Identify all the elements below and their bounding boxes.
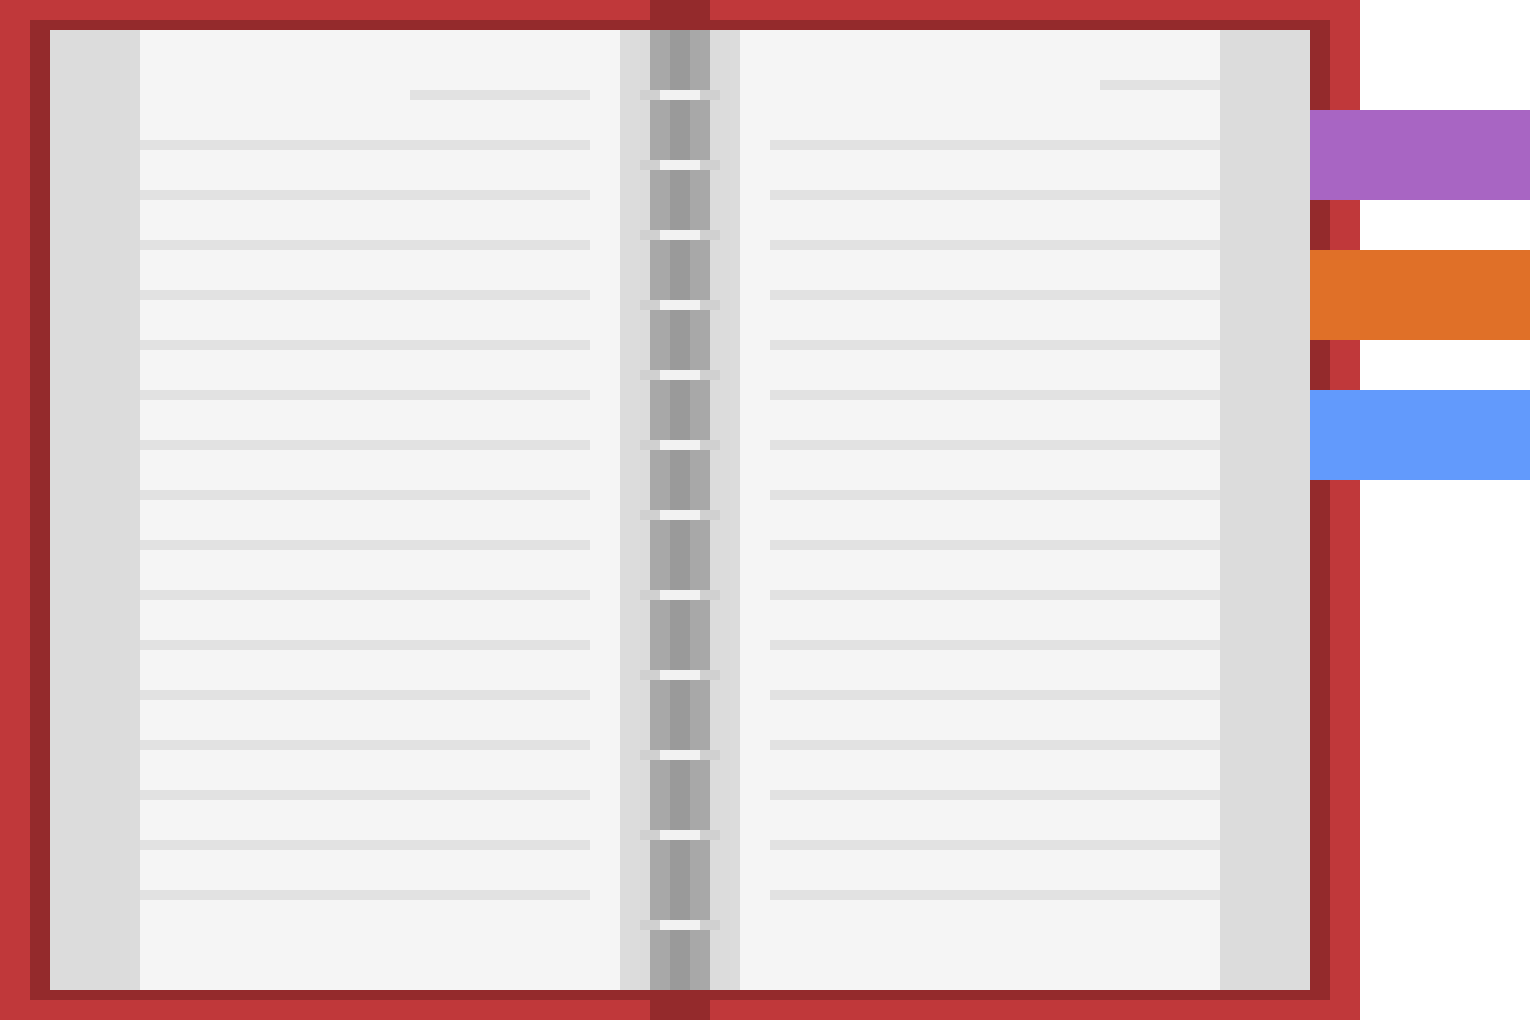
rule-line	[140, 140, 590, 150]
binding-ring	[660, 440, 700, 450]
purple-tab[interactable]	[1310, 110, 1530, 200]
binding-ring	[660, 160, 700, 170]
rule-line	[140, 890, 590, 900]
rule-line	[770, 890, 1220, 900]
blue-tab[interactable]	[1310, 390, 1530, 480]
rule-line	[140, 840, 590, 850]
rule-line	[140, 590, 590, 600]
rule-line	[140, 490, 590, 500]
rule-line	[140, 290, 590, 300]
rule-line	[770, 840, 1220, 850]
rule-line	[770, 440, 1220, 450]
rule-line	[770, 140, 1220, 150]
rule-line	[770, 290, 1220, 300]
rule-line	[770, 590, 1220, 600]
binding-ring	[660, 300, 700, 310]
left-header-line	[410, 90, 590, 100]
rule-line	[140, 640, 590, 650]
binding-ring	[660, 90, 700, 100]
rule-line	[140, 190, 590, 200]
right-page-edge	[1220, 30, 1310, 990]
binding-ring	[660, 920, 700, 930]
rule-line	[140, 340, 590, 350]
binding-ring	[660, 510, 700, 520]
rule-line	[770, 640, 1220, 650]
rule-line	[140, 540, 590, 550]
rule-line	[770, 540, 1220, 550]
rule-line	[140, 690, 590, 700]
binding-ring	[660, 750, 700, 760]
rule-line	[770, 390, 1220, 400]
rule-line	[770, 340, 1220, 350]
rule-line	[770, 790, 1220, 800]
binding-ring	[660, 670, 700, 680]
rule-line	[140, 440, 590, 450]
rule-line	[140, 740, 590, 750]
rule-line	[140, 390, 590, 400]
right-header-line	[1100, 80, 1220, 90]
binding-ring	[660, 370, 700, 380]
left-page-edge	[50, 30, 140, 990]
rule-line	[770, 690, 1220, 700]
rule-line	[770, 190, 1220, 200]
binding-ring	[660, 830, 700, 840]
orange-tab[interactable]	[1310, 250, 1530, 340]
binding-ring	[660, 230, 700, 240]
rule-line	[140, 790, 590, 800]
rule-line	[770, 740, 1220, 750]
rule-line	[770, 490, 1220, 500]
rule-line	[140, 240, 590, 250]
binding-ring	[660, 590, 700, 600]
rule-line	[770, 240, 1220, 250]
